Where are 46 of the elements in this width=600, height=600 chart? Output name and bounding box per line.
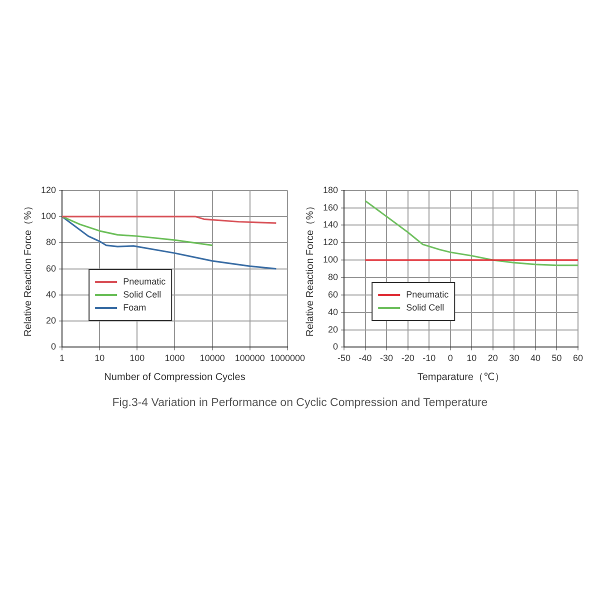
y-tick-label: 100 bbox=[40, 211, 56, 222]
x-tick-label: 0 bbox=[448, 353, 453, 364]
x-tick-label: -30 bbox=[380, 353, 394, 364]
legend-label: Pneumatic bbox=[406, 290, 450, 300]
x-tick-label: 40 bbox=[530, 353, 540, 364]
legend-label: Pneumatic bbox=[123, 276, 166, 287]
y-tick-label: 20 bbox=[328, 324, 338, 334]
y-tick-label: 140 bbox=[322, 220, 338, 230]
x-tick-label: -40 bbox=[358, 353, 372, 364]
y-axis-title: Relative Reaction Force（%） bbox=[22, 200, 34, 337]
x-tick-label: 100 bbox=[130, 353, 145, 364]
x-tick-label: 60 bbox=[572, 353, 584, 364]
x-tick-label: 1 bbox=[60, 353, 65, 364]
x-tick-label: 1000 bbox=[164, 353, 185, 364]
x-tick-label: 10 bbox=[94, 353, 105, 364]
legend-label: Solid Cell bbox=[123, 290, 162, 300]
y-tick-label: 20 bbox=[46, 316, 56, 326]
x-tick-label: 20 bbox=[488, 353, 498, 364]
x-tick-label: 10 bbox=[466, 353, 477, 364]
caption: Fig.3-4 Variation in Performance on Cyclic Compression and Temperature bbox=[111, 397, 489, 409]
y-tick-label: 60 bbox=[46, 263, 56, 274]
y-tick-label: 120 bbox=[322, 237, 338, 248]
x-tick-label: -50 bbox=[338, 353, 351, 364]
y-tick-label: 120 bbox=[40, 184, 56, 195]
x-tick-label: 10000 bbox=[200, 353, 225, 364]
y-tick-label: 0 bbox=[51, 342, 56, 352]
x-tick-label: 100000 bbox=[234, 353, 265, 364]
y-tick-label: 40 bbox=[328, 306, 338, 317]
x-tick-label: -10 bbox=[422, 353, 436, 364]
x-tick-label: 30 bbox=[509, 353, 520, 364]
y-tick-label: 160 bbox=[322, 202, 338, 212]
y-tick-label: 80 bbox=[46, 237, 56, 248]
legend-label: Solid Cell bbox=[406, 302, 444, 313]
y-axis-title: Relative Reaction Force（%） bbox=[304, 200, 316, 337]
legend-label: Foam bbox=[123, 302, 146, 313]
y-tick-label: 40 bbox=[46, 289, 56, 300]
x-tick-label: 1000000 bbox=[270, 353, 306, 364]
y-tick-label: 180 bbox=[322, 184, 338, 195]
y-tick-label: 60 bbox=[328, 289, 338, 300]
y-tick-label: 0 bbox=[333, 342, 338, 352]
y-tick-label: 80 bbox=[328, 272, 338, 282]
x-axis-title: Temparature（℃） bbox=[417, 372, 505, 383]
x-tick-label: 50 bbox=[552, 353, 562, 364]
x-tick-label: -20 bbox=[401, 353, 414, 364]
y-tick-label: 100 bbox=[322, 254, 338, 265]
x-axis-title: Number of Compression Cycles bbox=[104, 372, 246, 383]
